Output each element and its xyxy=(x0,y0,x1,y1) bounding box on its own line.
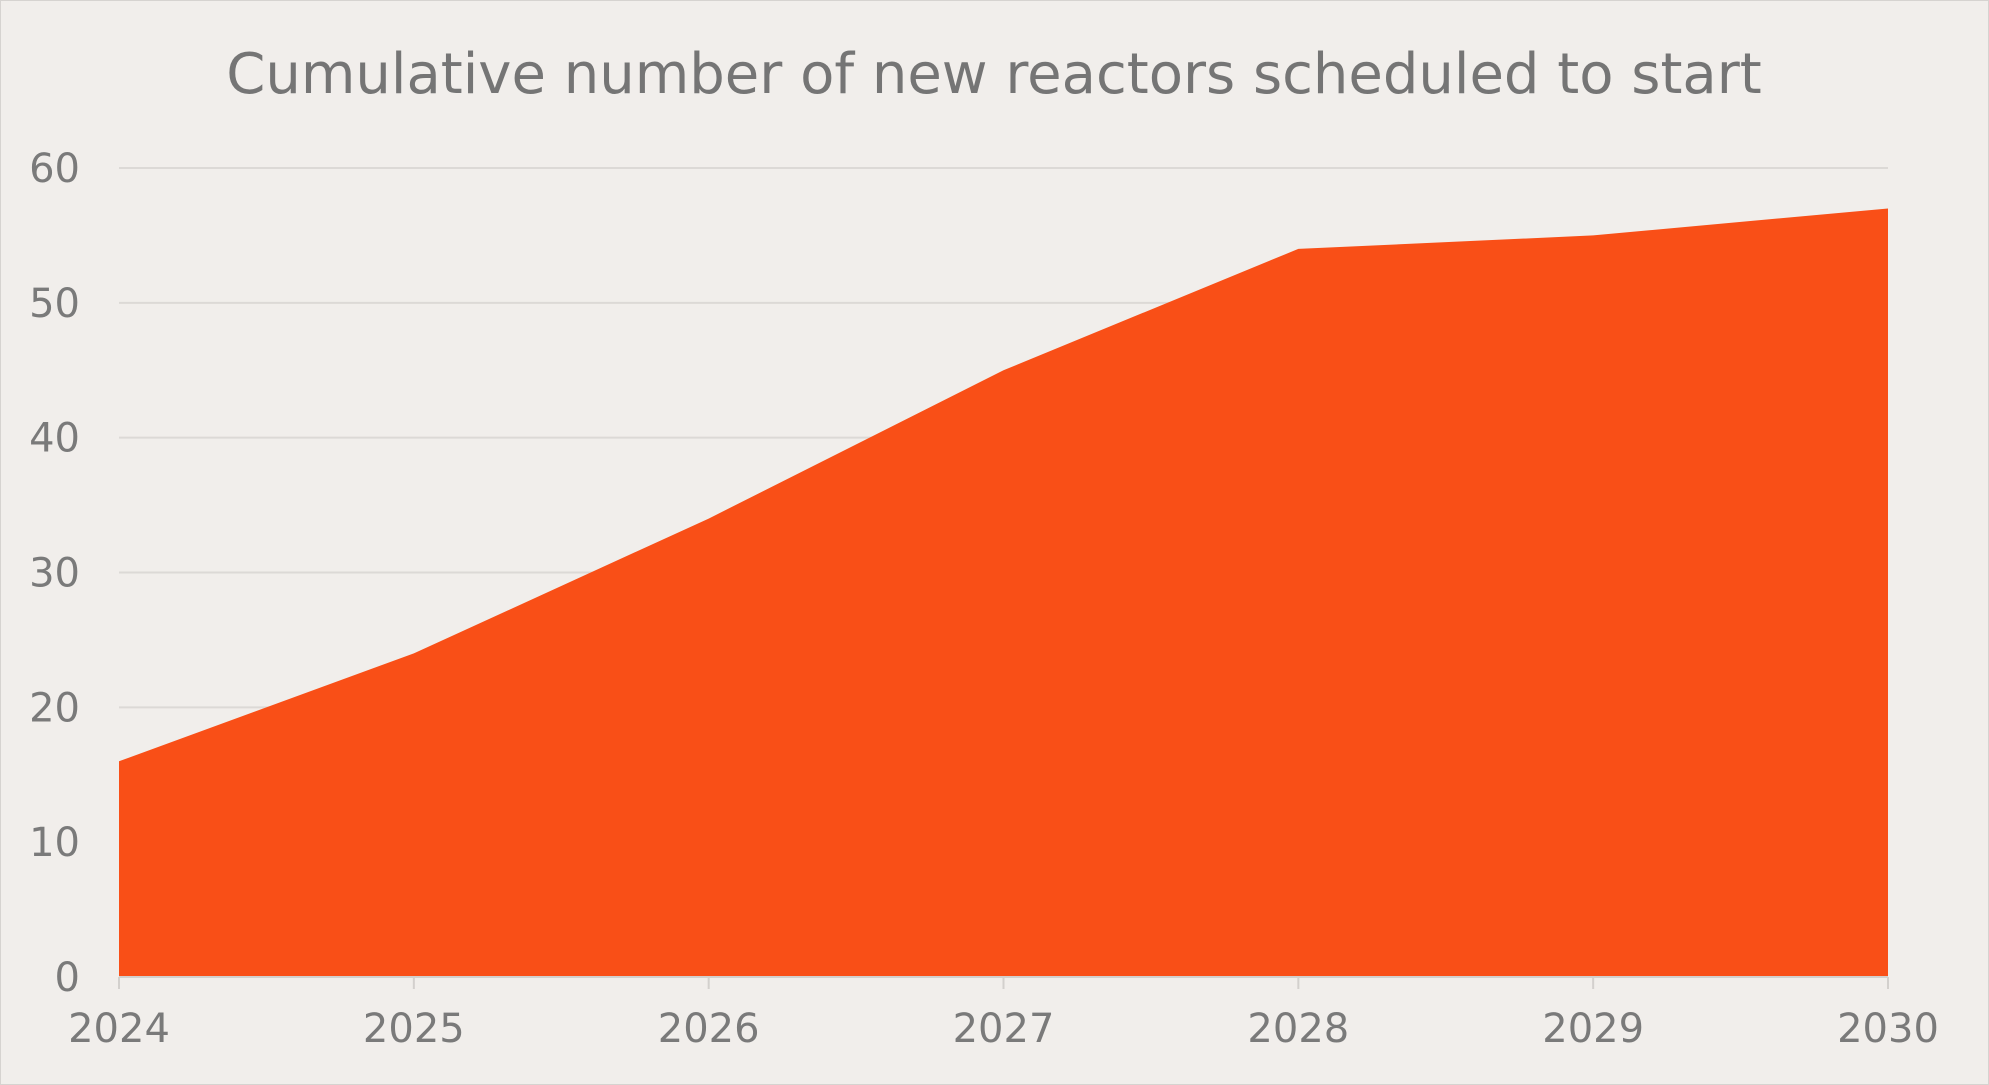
y-tick-label: 10 xyxy=(29,820,80,866)
x-tick-label: 2029 xyxy=(1542,1006,1644,1052)
x-tick-label: 2028 xyxy=(1247,1006,1349,1052)
x-axis-ticks: 2024 2025 2026 2027 2028 2029 2030 xyxy=(68,1006,1939,1052)
x-tick-label: 2026 xyxy=(658,1006,760,1052)
chart-title: Cumulative number of new reactors schedu… xyxy=(226,42,1761,107)
x-axis xyxy=(118,976,1889,989)
y-tick-label: 50 xyxy=(29,281,80,327)
area-series xyxy=(119,208,1888,977)
x-tick-label: 2027 xyxy=(953,1006,1055,1052)
y-tick-label: 40 xyxy=(29,416,80,462)
x-tick-label: 2030 xyxy=(1837,1006,1939,1052)
y-tick-label: 0 xyxy=(55,955,80,1001)
x-tick-label: 2025 xyxy=(363,1006,465,1052)
y-tick-label: 20 xyxy=(29,685,80,731)
x-tick-label: 2024 xyxy=(68,1006,170,1052)
y-axis-ticks: 0 10 20 30 40 50 60 xyxy=(29,146,80,1001)
plot-area xyxy=(119,208,1888,977)
y-tick-label: 30 xyxy=(29,551,80,597)
y-tick-label: 60 xyxy=(29,146,80,192)
